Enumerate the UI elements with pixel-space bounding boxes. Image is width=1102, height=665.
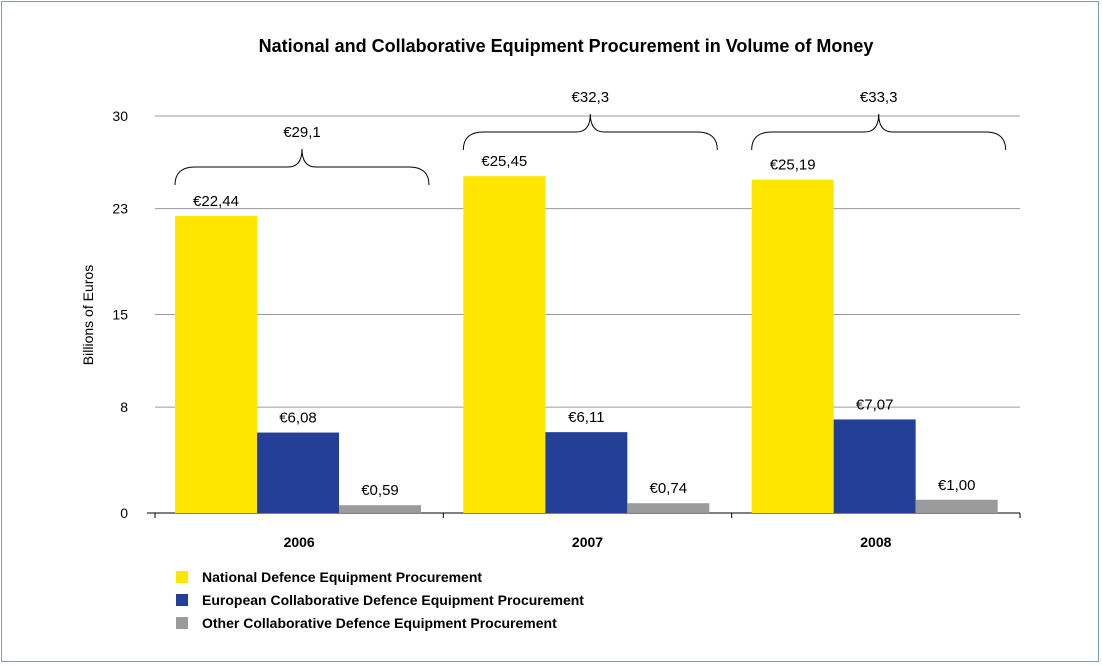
legend-swatch	[176, 571, 188, 583]
bar	[915, 499, 998, 513]
bar	[463, 176, 546, 513]
total-label: €33,3	[860, 89, 898, 106]
y-tick-label: 8	[120, 399, 128, 415]
legend-label: National Defence Equipment Procurement	[202, 569, 482, 585]
bar	[751, 179, 834, 513]
bar	[833, 419, 916, 513]
x-tick-label: 2008	[860, 534, 891, 550]
chart-title: National and Collaborative Equipment Pro…	[259, 36, 874, 56]
grid-lines	[155, 115, 1020, 408]
data-label: €0,74	[650, 480, 688, 497]
total-brace	[462, 113, 718, 151]
data-label: €25,45	[481, 153, 527, 170]
legend: National Defence Equipment Procurement Eu…	[176, 569, 584, 631]
data-label: €6,11	[568, 409, 604, 426]
y-tick-label: 0	[120, 505, 128, 521]
legend-label: European Collaborative Defence Equipment…	[202, 592, 584, 608]
total-brace	[174, 148, 430, 186]
y-axis-label: Billions of Euros	[80, 265, 96, 365]
bar	[545, 432, 628, 513]
y-tick-label: 15	[112, 307, 128, 323]
legend-label: Other Collaborative Defence Equipment Pr…	[202, 615, 557, 631]
bar	[175, 216, 257, 513]
legend-swatch	[176, 617, 188, 629]
bars	[175, 176, 998, 513]
data-label: €22,44	[193, 193, 239, 210]
total-label: €29,1	[283, 124, 321, 141]
data-label: €7,07	[856, 396, 894, 413]
data-labels: €22,44 €6,08 €0,59 €25,45 €6,11 €0,74 €25,19 €7…	[193, 153, 975, 499]
data-label: €0,59	[361, 482, 399, 499]
data-label: €25,19	[770, 157, 816, 174]
data-label: €6,08	[279, 410, 317, 427]
total-braces: €29,1 €32,3 €33,3	[174, 89, 1007, 186]
y-tick-label: 30	[112, 108, 128, 124]
total-label: €32,3	[572, 89, 610, 106]
bar	[257, 432, 339, 513]
total-brace	[751, 113, 1007, 151]
x-tick-label: 2006	[284, 534, 315, 550]
data-label: €1,00	[938, 477, 976, 494]
bar	[627, 503, 710, 513]
bar	[339, 505, 421, 513]
y-tick-label: 23	[112, 201, 128, 217]
legend-swatch	[176, 594, 188, 606]
x-tick-label: 2007	[572, 534, 603, 550]
